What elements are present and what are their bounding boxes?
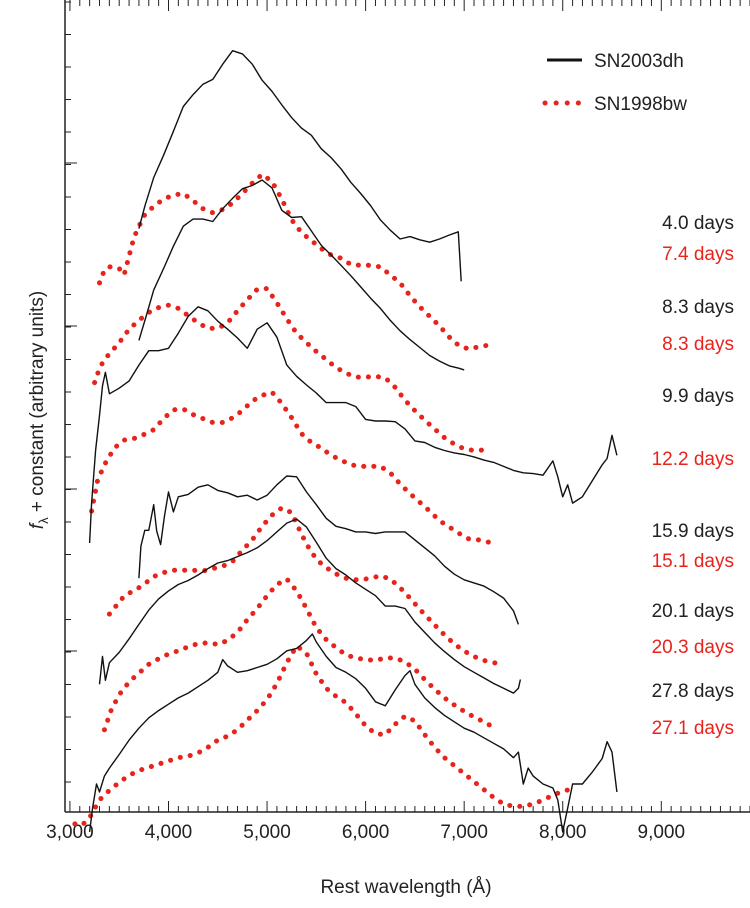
series-sn1998bw-6	[72, 643, 576, 828]
epoch-label-sn2003dh: 8.3 days	[662, 297, 734, 318]
y-axis-label-text: + constant (arbitrary units)	[27, 291, 48, 518]
epoch-label-sn1998bw: 20.3 days	[652, 637, 734, 658]
series-sn1998bw-4	[106, 505, 502, 666]
series-sn1998bw-2	[92, 286, 492, 453]
x-tick-label: 9,000	[638, 822, 686, 843]
epoch-label-sn2003dh: 27.8 days	[652, 681, 734, 702]
epoch-label-sn1998bw: 8.3 days	[662, 334, 734, 355]
x-axis-tick-labels: 3,000 4,000 5,000 6,000 7,000 8,000 9,000	[46, 822, 685, 843]
epoch-label-sn1998bw: 12.2 days	[652, 449, 734, 470]
series-sn2003dh-2	[138, 179, 465, 371]
series-sn1998bw-1	[97, 171, 492, 352]
x-tick-label: 3,000	[46, 822, 94, 843]
series-sn2003dh-6	[88, 633, 618, 833]
series-sn2003dh-4	[138, 475, 520, 625]
y-axis-label: fλ + constant (arbitrary units)	[27, 291, 51, 529]
x-tick-label: 5,000	[243, 822, 291, 843]
x-axis-label: Rest wavelength (Å)	[320, 877, 491, 898]
y-axis-label-subscript: λ	[36, 517, 51, 524]
x-tick-label: 7,000	[440, 822, 488, 843]
epoch-label-sn1998bw: 7.4 days	[662, 244, 734, 265]
y-axis-ticks	[65, 1, 77, 783]
legend-label-sn2003dh: SN2003dh	[594, 51, 684, 72]
epoch-label-sn2003dh: 20.1 days	[652, 601, 734, 622]
epoch-label-sn2003dh: 15.9 days	[652, 521, 734, 542]
series-sn2003dh-3	[88, 306, 618, 544]
series-sn1998bw-3	[89, 389, 492, 545]
epoch-label-sn2003dh: 9.9 days	[662, 386, 734, 407]
y-axis-label-symbol: f	[27, 522, 48, 529]
series-sn2003dh-1	[138, 50, 462, 282]
epoch-label-sn1998bw: 15.1 days	[652, 551, 734, 572]
series-layer	[72, 50, 618, 833]
plot-frame	[64, 0, 750, 813]
series-sn2003dh-5	[98, 518, 522, 694]
series-sn1998bw-5	[101, 576, 497, 733]
x-tick-label: 6,000	[342, 822, 390, 843]
epoch-label-sn1998bw: 27.1 days	[652, 718, 734, 739]
legend-label-sn1998bw: SN1998bw	[594, 94, 687, 115]
epoch-label-sn2003dh: 4.0 days	[662, 213, 734, 234]
legend: SN2003dh SN1998bw	[542, 51, 687, 115]
x-tick-label: 4,000	[145, 822, 193, 843]
epoch-labels: 4.0 days 7.4 days 8.3 days 8.3 days 9.9 days…	[652, 213, 734, 739]
x-axis-ticks	[69, 0, 750, 812]
